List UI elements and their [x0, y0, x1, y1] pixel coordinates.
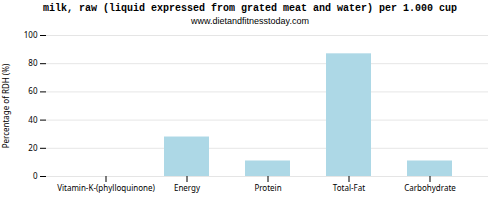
- svg-text:Vitamin-K-(phylloquinone): Vitamin-K-(phylloquinone): [57, 182, 155, 193]
- html-text:www.dietandfitnesstoday.com: www.dietandfitnesstoday.com: [191, 16, 309, 26]
- svg-text:60: 60: [28, 85, 38, 96]
- svg-text:Protein: Protein: [254, 182, 281, 193]
- svg-text:80: 80: [28, 57, 38, 68]
- svg-text:Energy: Energy: [174, 182, 201, 193]
- html-text:milk, raw (liquid expressed fr: milk, raw (liquid expressed from grated …: [43, 3, 457, 14]
- svg-text:0: 0: [33, 170, 38, 181]
- svg-text:20: 20: [28, 142, 38, 153]
- svg-text:Total-Fat: Total-Fat: [333, 182, 365, 193]
- svg-text:Percentage of RDH (%): Percentage of RDH (%): [0, 63, 11, 148]
- svg-text:40: 40: [28, 114, 38, 125]
- svg-text:100: 100: [24, 29, 38, 40]
- svg-text:Carbohydrate: Carbohydrate: [404, 182, 456, 193]
